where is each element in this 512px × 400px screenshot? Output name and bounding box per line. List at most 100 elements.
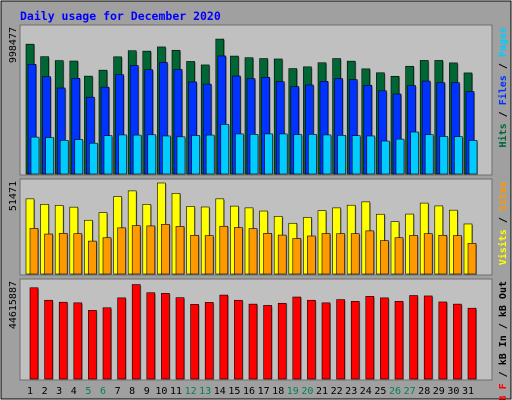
x-tick-label-day-7: 7 bbox=[115, 386, 121, 397]
x-tick-label-day-17: 17 bbox=[258, 386, 270, 397]
bar-kb-f-day-12 bbox=[190, 304, 199, 380]
legend-pages: Pages bbox=[498, 27, 509, 63]
bar-kb-f-day-8 bbox=[131, 284, 141, 380]
bar-kb-f-day-28 bbox=[423, 295, 433, 380]
x-tick-label-day-22: 22 bbox=[331, 386, 343, 397]
x-tick-label-day-16: 16 bbox=[243, 386, 255, 397]
bar-pages-day-7 bbox=[118, 134, 127, 175]
bar-sites-day-6 bbox=[102, 237, 112, 275]
x-tick-label-day-5: 5 bbox=[85, 386, 91, 397]
bar-pages-day-24 bbox=[366, 135, 376, 175]
bar-sites-day-9 bbox=[146, 225, 156, 275]
bar-kb-f-day-13 bbox=[204, 302, 214, 380]
panel-hits-files-pages-ymax-label: 998477 bbox=[8, 27, 19, 63]
bar-pages-day-11 bbox=[176, 136, 186, 175]
bar-pages-day-10 bbox=[162, 135, 171, 175]
series-pages bbox=[30, 124, 478, 175]
bar-sites-day-14 bbox=[219, 225, 229, 275]
bar-pages-day-25 bbox=[381, 140, 390, 175]
bar-sites-day-19 bbox=[292, 238, 302, 275]
legend-sites: Sites bbox=[497, 181, 509, 217]
bar-sites-day-10 bbox=[161, 224, 170, 275]
x-tick-label-day-14: 14 bbox=[214, 386, 226, 397]
x-tick-label-day-29: 29 bbox=[433, 386, 445, 397]
bar-pages-day-26 bbox=[395, 138, 405, 175]
bar-sites-day-3 bbox=[58, 233, 68, 275]
bar-pages-day-2 bbox=[45, 137, 54, 175]
bar-sites-day-2 bbox=[44, 233, 53, 275]
legend-separator: kB Out bbox=[498, 281, 509, 323]
bar-sites-day-31 bbox=[467, 243, 477, 275]
bar-sites-day-28 bbox=[423, 233, 433, 275]
bar-kb-f-day-11 bbox=[175, 297, 185, 380]
bar-kb-f-day-22 bbox=[336, 299, 345, 380]
bar-pages-day-20 bbox=[308, 134, 317, 175]
bar-kb-f-day-19 bbox=[292, 296, 302, 380]
x-tick-label-day-3: 3 bbox=[56, 386, 62, 397]
bar-pages-day-9 bbox=[147, 134, 157, 175]
bar-kb-f-day-30 bbox=[453, 303, 462, 380]
legend-separator: kB In bbox=[498, 335, 509, 371]
bar-pages-day-31 bbox=[468, 140, 478, 175]
legend-separator: / bbox=[498, 217, 509, 229]
x-tick-label-day-2: 2 bbox=[42, 386, 48, 397]
bar-kb-f-day-21 bbox=[321, 302, 331, 380]
series-kb-f bbox=[29, 284, 477, 380]
x-tick-label-day-27: 27 bbox=[404, 386, 416, 397]
bar-kb-f-day-16 bbox=[248, 303, 258, 380]
bar-kb-f-day-9 bbox=[146, 292, 156, 380]
bar-kb-f-day-2 bbox=[44, 299, 53, 380]
bar-pages-day-6 bbox=[103, 135, 113, 175]
panel-kbytes: 44615887 kB F / kB In / kB Out bbox=[8, 278, 509, 400]
bar-pages-day-16 bbox=[249, 134, 259, 175]
x-tick-label-day-4: 4 bbox=[71, 386, 77, 397]
x-tick-label-day-11: 11 bbox=[170, 386, 182, 397]
bar-kb-f-day-14 bbox=[219, 294, 229, 380]
bar-kb-f-day-6 bbox=[102, 307, 112, 380]
legend-kb-f: kB F bbox=[498, 383, 509, 400]
panel-kbytes-legend: kB F / kB In / kB Out bbox=[498, 281, 509, 400]
bar-sites-day-11 bbox=[175, 226, 185, 275]
bar-kb-f-day-24 bbox=[365, 296, 375, 380]
bar-pages-day-4 bbox=[74, 139, 84, 175]
bar-kb-f-day-29 bbox=[438, 301, 448, 380]
bar-sites-day-18 bbox=[277, 234, 287, 275]
x-tick-label-day-15: 15 bbox=[228, 386, 240, 397]
x-tick-label-day-31: 31 bbox=[462, 386, 474, 397]
legend-hits: Hits bbox=[497, 123, 509, 147]
bar-kb-f-day-4 bbox=[73, 302, 83, 380]
bar-pages-day-21 bbox=[322, 134, 332, 175]
bar-sites-day-27 bbox=[409, 235, 418, 275]
bar-sites-day-30 bbox=[453, 235, 462, 275]
x-tick-label-day-30: 30 bbox=[447, 386, 459, 397]
legend-separator: / bbox=[498, 371, 509, 383]
bar-pages-day-23 bbox=[351, 135, 361, 175]
bar-sites-day-13 bbox=[204, 235, 214, 275]
bar-sites-day-15 bbox=[234, 227, 243, 275]
x-tick-label-day-10: 10 bbox=[155, 386, 167, 397]
bar-kb-f-day-5 bbox=[88, 310, 97, 380]
panel-visits-sites-ymax-label: 51471 bbox=[8, 181, 19, 211]
x-tick-label-day-25: 25 bbox=[374, 386, 386, 397]
chart-title: Daily usage for December 2020 bbox=[20, 9, 221, 23]
bar-sites-day-1 bbox=[29, 228, 39, 275]
panel-hits-files-pages: 998477 Hits / Files / Pages bbox=[8, 24, 509, 176]
legend-separator: / bbox=[498, 63, 509, 75]
x-tick-label-day-9: 9 bbox=[144, 386, 150, 397]
panel-kbytes-ymax-label: 44615887 bbox=[8, 281, 19, 329]
x-tick-label-day-8: 8 bbox=[129, 386, 135, 397]
bar-sites-day-21 bbox=[321, 233, 331, 275]
x-tick-label-day-20: 20 bbox=[301, 386, 313, 397]
bar-kb-f-day-25 bbox=[380, 297, 389, 380]
bar-sites-day-4 bbox=[73, 233, 83, 275]
series-sites bbox=[29, 224, 477, 275]
bar-sites-day-22 bbox=[336, 233, 345, 275]
bar-kb-f-day-18 bbox=[277, 302, 287, 380]
bar-sites-day-5 bbox=[88, 240, 97, 275]
x-tick-label-day-19: 19 bbox=[287, 386, 299, 397]
bar-sites-day-7 bbox=[117, 227, 126, 275]
bar-pages-day-8 bbox=[132, 134, 142, 175]
bar-sites-day-12 bbox=[190, 234, 199, 275]
bar-pages-day-30 bbox=[454, 136, 463, 175]
bar-kb-f-day-1 bbox=[29, 287, 39, 380]
